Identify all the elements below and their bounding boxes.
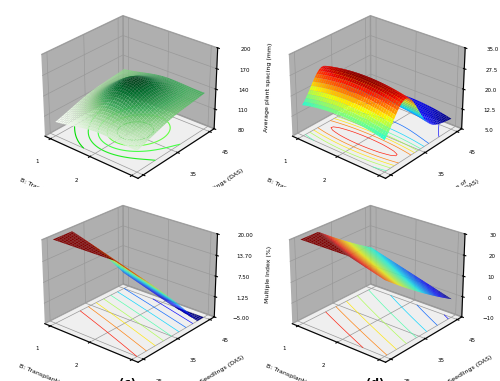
Title: (b): (b) (366, 191, 384, 201)
X-axis label: B: Transplanting Technique (T): B: Transplanting Technique (T) (265, 364, 356, 381)
X-axis label: B: Transplanting Technique (T): B: Transplanting Technique (T) (266, 177, 355, 221)
Y-axis label: A: Age of Seedlings (DAS): A: Age of Seedlings (DAS) (421, 355, 492, 381)
Y-axis label: A: Age of
Seedlings (DAS): A: Age of Seedlings (DAS) (432, 174, 480, 210)
Title: (a): (a) (118, 191, 136, 201)
Title: (c): (c) (119, 378, 136, 381)
Title: (d): (d) (366, 378, 384, 381)
X-axis label: B: Transplanting Technique (T): B: Transplanting Technique (T) (18, 177, 108, 221)
Y-axis label: A: Age of Seedlings (DAS): A: Age of Seedlings (DAS) (174, 355, 245, 381)
X-axis label: B: Transplanting Technique (T): B: Transplanting Technique (T) (18, 364, 108, 381)
Y-axis label: A: Age of Seedlings (DAS): A: Age of Seedlings (DAS) (174, 168, 244, 216)
